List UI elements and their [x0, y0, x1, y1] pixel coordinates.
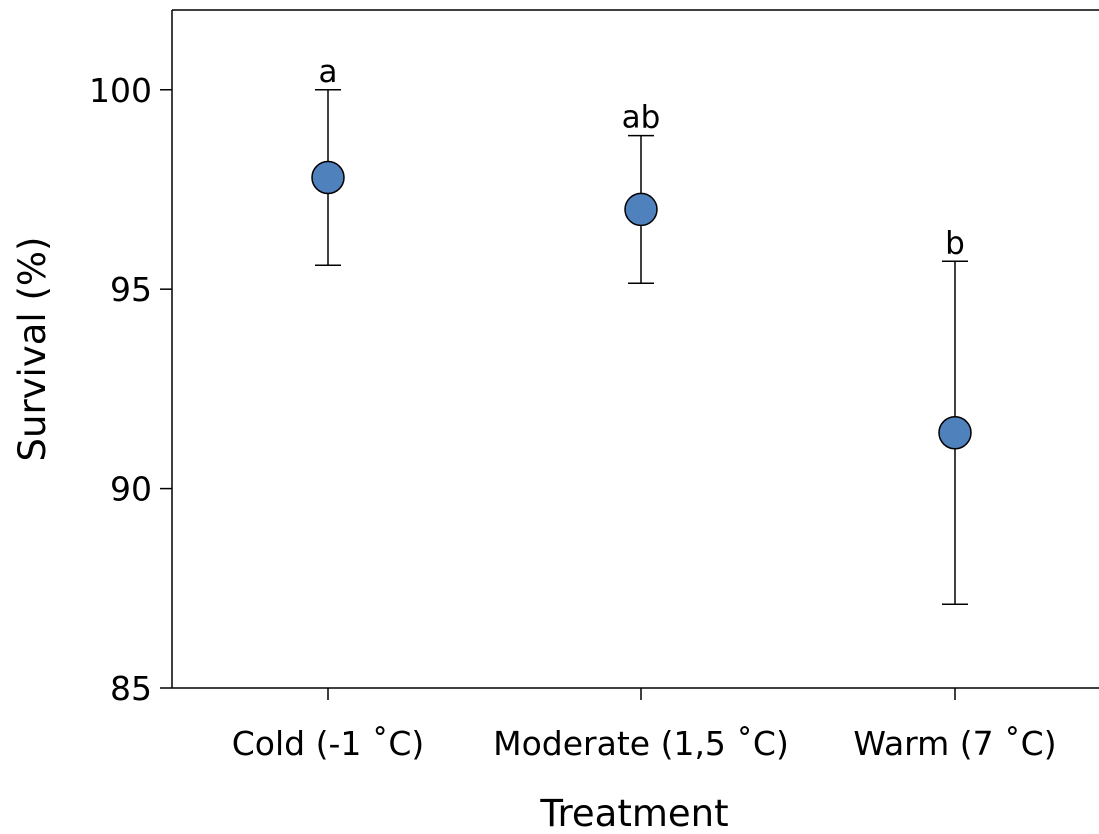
y-tick-label: 95	[110, 270, 152, 309]
significance-label: b	[945, 225, 965, 261]
axes	[171, 9, 1099, 689]
significance-label: a	[319, 54, 338, 90]
x-tick-label: Moderate (1,5 ˚C)	[493, 724, 789, 763]
x-axis-title: Treatment	[539, 792, 728, 834]
x-ticks: Cold (-1 ˚C) Moderate (1,5 ˚C) Warm (7 ˚C)	[232, 688, 1057, 763]
y-ticks: 85 90 95 100	[89, 71, 172, 708]
x-tick-label: Cold (-1 ˚C)	[232, 724, 425, 763]
data-marks: a ab b	[311, 54, 972, 605]
data-point	[938, 416, 972, 450]
data-point	[311, 160, 345, 195]
y-axis-title: Survival (%)	[11, 237, 54, 462]
y-tick-label: 100	[89, 71, 152, 110]
y-tick-label: 90	[110, 470, 152, 509]
x-tick-label: Warm (7 ˚C)	[853, 724, 1056, 763]
y-tick-label: 85	[110, 669, 152, 708]
significance-label: ab	[622, 100, 661, 136]
data-point	[624, 192, 658, 227]
